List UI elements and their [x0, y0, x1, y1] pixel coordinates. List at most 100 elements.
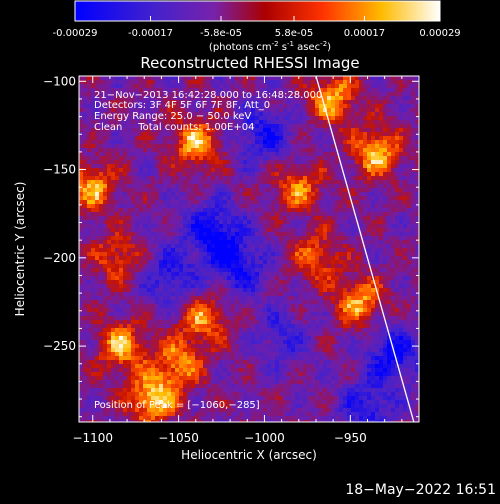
heatmap-cell [87, 76, 91, 80]
heatmap-cell [355, 88, 359, 92]
heatmap-cell [135, 252, 139, 256]
heatmap-cell [131, 76, 135, 80]
heatmap-cell [111, 220, 115, 224]
heatmap-cell [83, 176, 87, 180]
heatmap-cell [271, 244, 275, 248]
heatmap-cell [279, 240, 283, 244]
heatmap-cell [391, 80, 395, 84]
heatmap-cell [303, 244, 307, 248]
heatmap-cell [175, 244, 179, 248]
heatmap-cell [395, 284, 399, 288]
heatmap-cell [195, 196, 199, 200]
heatmap-cell [283, 204, 287, 208]
heatmap-cell [399, 96, 403, 100]
heatmap-cell [211, 300, 215, 304]
heatmap-cell [375, 76, 379, 80]
heatmap-cell [331, 208, 335, 212]
heatmap-cell [355, 288, 359, 292]
heatmap-cell [323, 192, 327, 196]
heatmap-cell [203, 192, 207, 196]
heatmap-cell [371, 224, 375, 228]
heatmap-cell [187, 136, 191, 140]
heatmap-cell [131, 188, 135, 192]
heatmap-cell [279, 252, 283, 256]
heatmap-cell [99, 184, 103, 188]
heatmap-cell [155, 164, 159, 168]
heatmap-cell [275, 224, 279, 228]
heatmap-cell [375, 208, 379, 212]
heatmap-cell [303, 120, 307, 124]
heatmap-cell [303, 212, 307, 216]
heatmap-cell [307, 256, 311, 260]
heatmap-cell [135, 236, 139, 240]
heatmap-cell [103, 220, 107, 224]
heatmap-cell [255, 112, 259, 116]
heatmap-cell [87, 228, 91, 232]
heatmap-cell [327, 144, 331, 148]
heatmap-cell [347, 264, 351, 268]
heatmap-cell [167, 180, 171, 184]
heatmap-cell [83, 120, 87, 124]
heatmap-cell [107, 80, 111, 84]
heatmap-cell [111, 296, 115, 300]
heatmap-cell [299, 152, 303, 156]
heatmap-cell [215, 140, 219, 144]
heatmap-cell [339, 244, 343, 248]
heatmap-cell [247, 208, 251, 212]
heatmap-cell [411, 164, 415, 168]
heatmap-cell [355, 300, 359, 304]
heatmap-cell [251, 196, 255, 200]
heatmap-cell [291, 296, 295, 300]
heatmap-cell [307, 152, 311, 156]
heatmap-cell [407, 140, 411, 144]
heatmap-cell [291, 80, 295, 84]
heatmap-cell [207, 232, 211, 236]
heatmap-cell [107, 164, 111, 168]
heatmap-cell [79, 76, 83, 80]
heatmap-cell [271, 184, 275, 188]
heatmap-cell [215, 180, 219, 184]
heatmap-cell [339, 184, 343, 188]
heatmap-cell [143, 292, 147, 296]
heatmap-cell [259, 148, 263, 152]
heatmap-cell [371, 128, 375, 132]
heatmap-cell [195, 160, 199, 164]
heatmap-cell [367, 104, 371, 108]
heatmap-cell [171, 252, 175, 256]
heatmap-cell [299, 304, 303, 308]
heatmap-cell [171, 308, 175, 312]
heatmap-cell [259, 164, 263, 168]
heatmap-cell [359, 288, 363, 292]
heatmap-cell [355, 208, 359, 212]
heatmap-cell [347, 244, 351, 248]
heatmap-cell [247, 276, 251, 280]
heatmap-cell [375, 104, 379, 108]
heatmap-cell [115, 276, 119, 280]
heatmap-cell [355, 248, 359, 252]
heatmap-cell [99, 284, 103, 288]
heatmap-cell [335, 288, 339, 292]
heatmap-cell [155, 208, 159, 212]
heatmap-cell [107, 204, 111, 208]
heatmap-cell [83, 164, 87, 168]
heatmap-cell [399, 200, 403, 204]
heatmap-cell [387, 168, 391, 172]
heatmap-cell [231, 140, 235, 144]
heatmap-cell [163, 272, 167, 276]
colorbar-units: (photons cm-2 s-1 asec-2) [209, 40, 331, 53]
heatmap-cell [223, 300, 227, 304]
heatmap-cell [111, 288, 115, 292]
heatmap-cell [195, 184, 199, 188]
heatmap-cell [179, 168, 183, 172]
heatmap-cell [179, 160, 183, 164]
heatmap-cell [327, 232, 331, 236]
heatmap-cell [239, 304, 243, 308]
heatmap-cell [107, 268, 111, 272]
heatmap-cell [83, 204, 87, 208]
heatmap-cell [351, 136, 355, 140]
heatmap-cell [395, 188, 399, 192]
heatmap-cell [219, 140, 223, 144]
heatmap-cell [179, 248, 183, 252]
heatmap-cell [407, 268, 411, 272]
heatmap-cell [411, 96, 415, 100]
